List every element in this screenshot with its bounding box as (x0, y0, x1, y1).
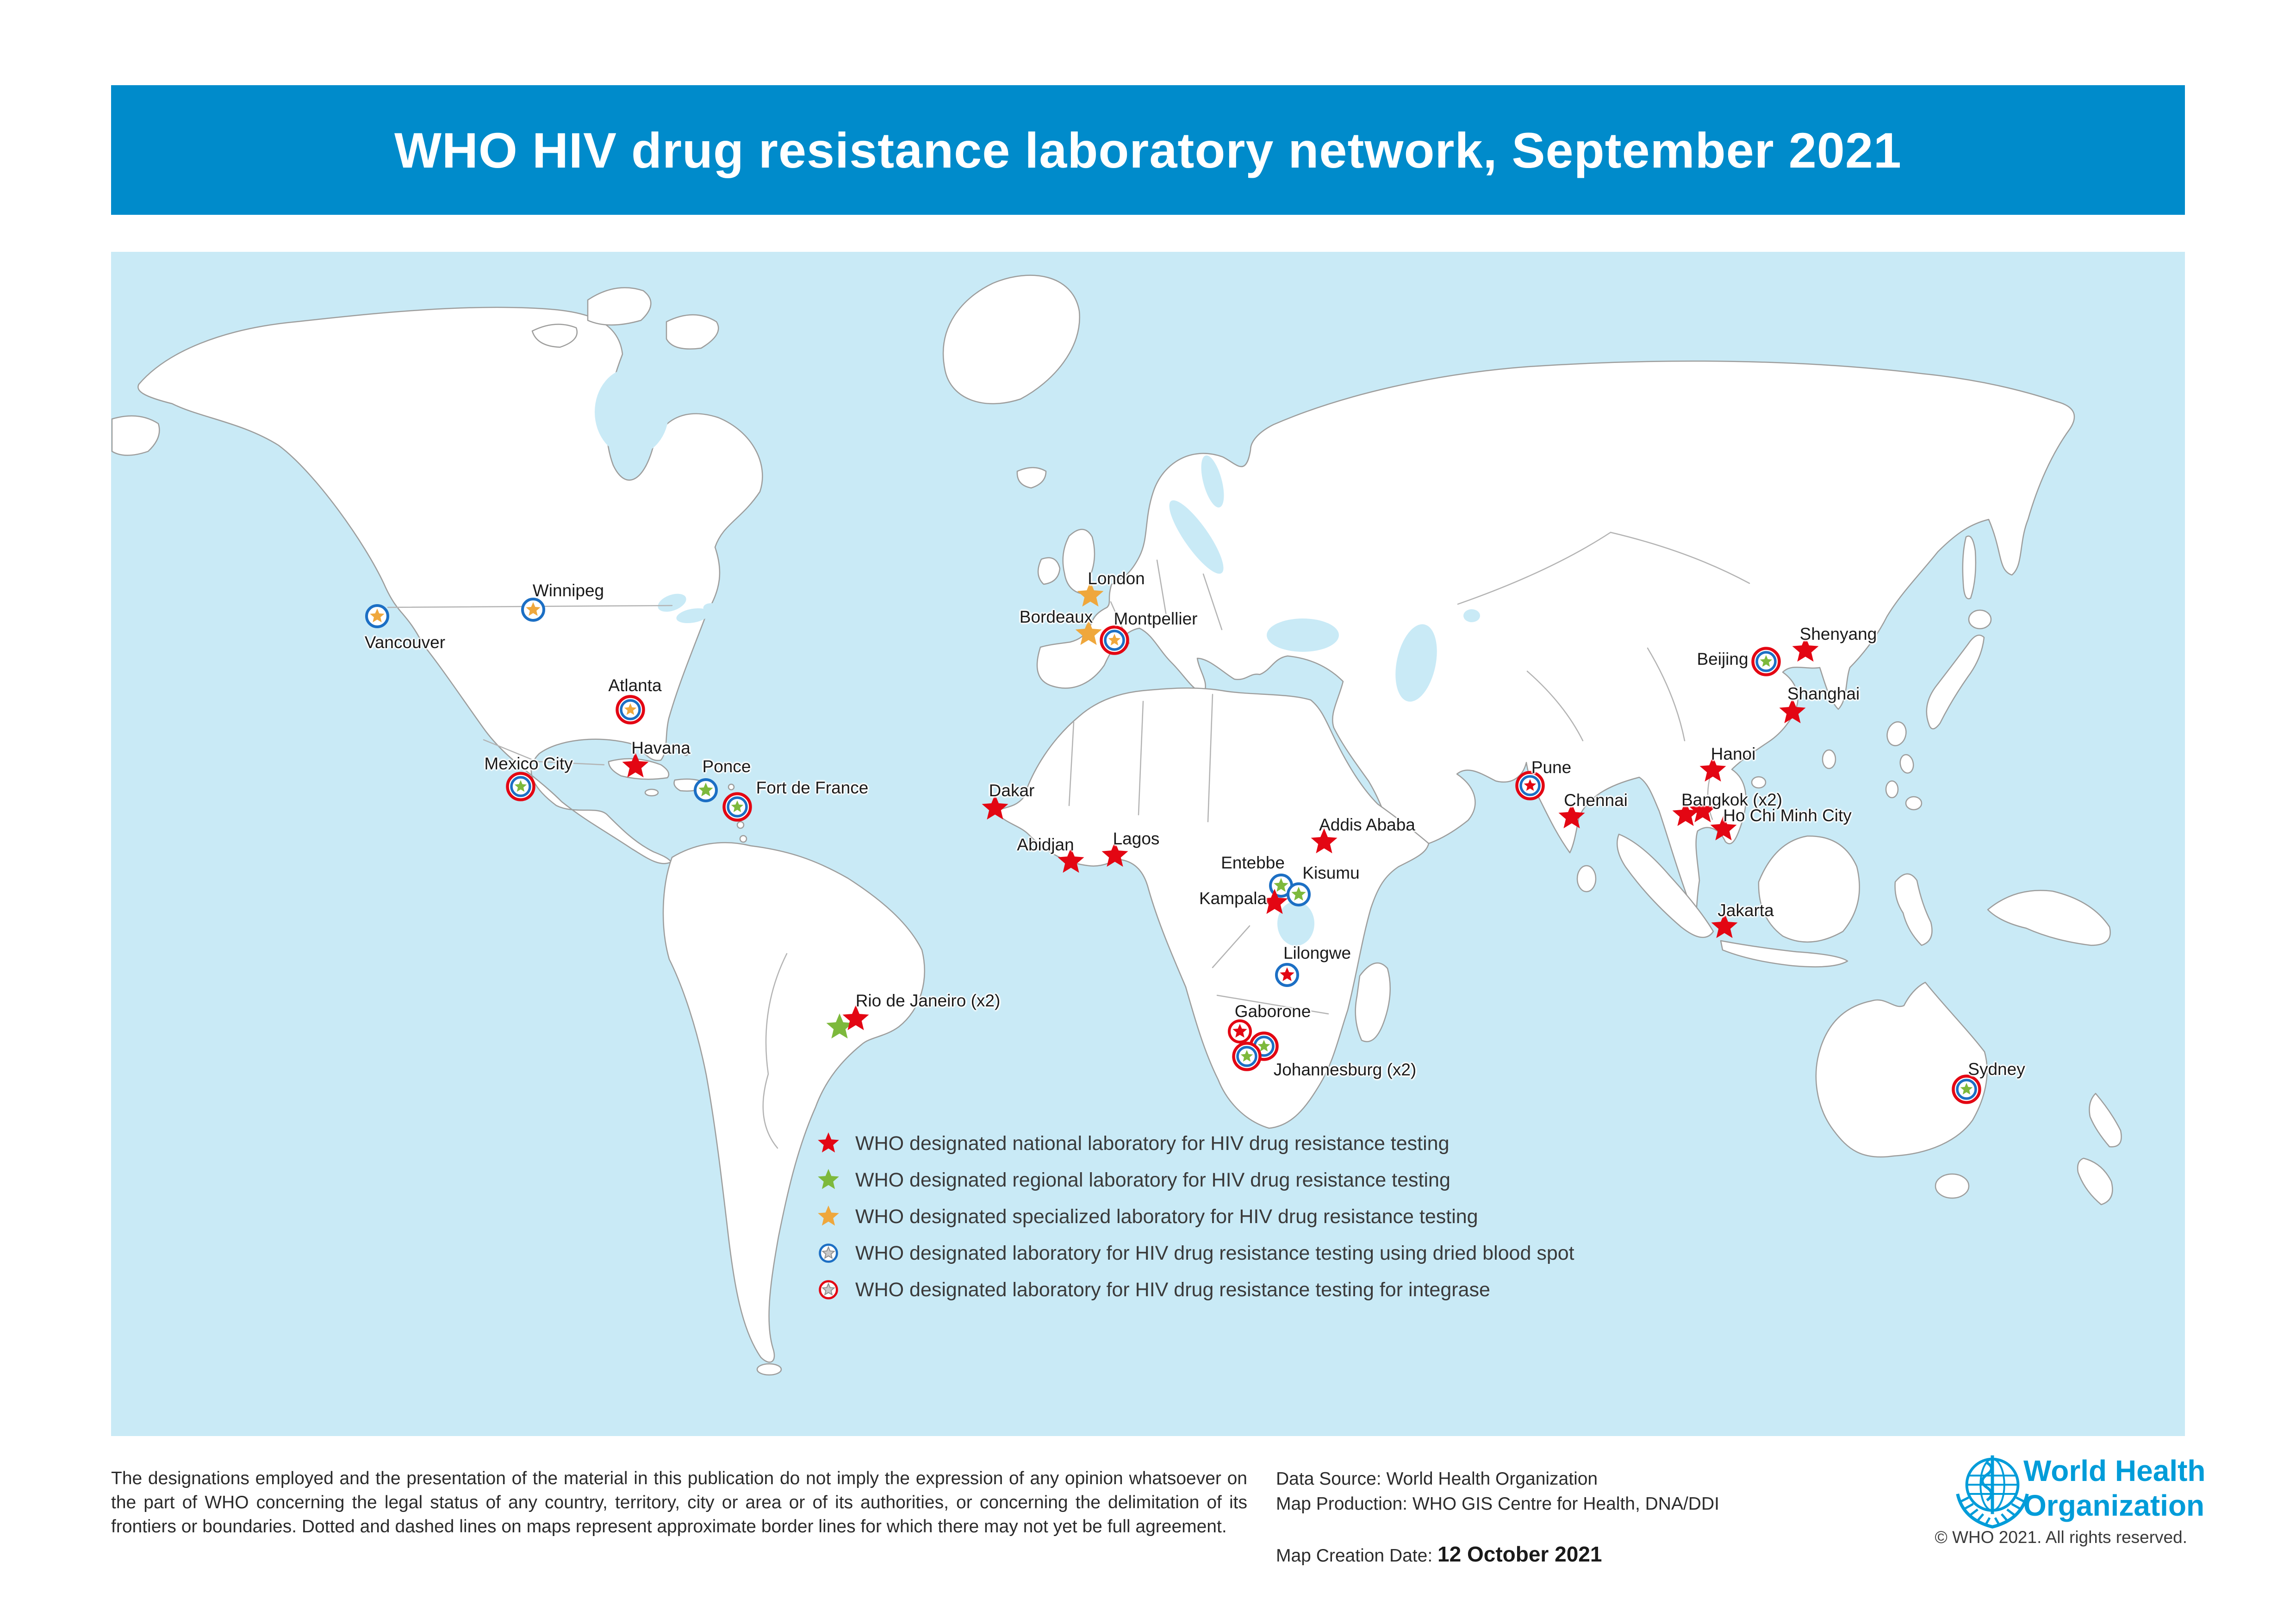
city-label: Ho Chi Minh City (1723, 806, 1852, 825)
city-marker (617, 748, 654, 785)
city-marker (1706, 908, 1743, 945)
city-marker (821, 1009, 858, 1046)
circle-blue-star-icon (814, 1238, 843, 1268)
city-label: Ponce (702, 757, 751, 776)
data-source-line: Data Source: World Health Organization (1276, 1469, 1598, 1489)
city-label: Kisumu (1302, 863, 1360, 882)
legend-item: WHO designated national laboratory for H… (814, 1128, 1450, 1159)
city-marker (1052, 843, 1089, 880)
city-label: Mexico City (484, 754, 573, 773)
city-label: Pune (1531, 758, 1572, 777)
city-marker (1748, 643, 1785, 680)
city-label: London (1088, 569, 1145, 588)
legend-item: WHO designated laboratory for HIV drug r… (814, 1274, 1490, 1305)
city-label: Atlanta (608, 676, 662, 695)
map-creation-line: Map Creation Date: 12 October 2021 (1276, 1542, 1602, 1566)
city-marker (977, 790, 1014, 827)
star-green-icon (814, 1165, 843, 1195)
city-label: Lagos (1113, 829, 1160, 848)
star-red-icon (814, 1129, 843, 1158)
city-label: Jakarta (1717, 901, 1774, 920)
city-label: Sydney (1968, 1060, 2025, 1079)
city-marker (1070, 615, 1107, 652)
city-label: Rio de Janeiro (x2) (855, 991, 1001, 1010)
city-label: Abidjan (1017, 835, 1074, 854)
city-label: Bangkok (x2) (1681, 790, 1782, 809)
city-marker (1774, 693, 1811, 731)
city-marker (612, 691, 649, 728)
city-label: Chennai (1564, 791, 1628, 810)
city-label: Fort de France (756, 778, 869, 797)
city-label: Johannesburg (x2) (1273, 1060, 1417, 1079)
legend-label: WHO designated national laboratory for H… (855, 1132, 1450, 1155)
city-label: Beijing (1697, 650, 1748, 668)
city-marker (515, 591, 552, 628)
legend-label: WHO designated laboratory for HIV drug r… (855, 1242, 1574, 1264)
city-label: Hanoi (1711, 744, 1756, 763)
map-production-line: Map Production: WHO GIS Centre for Healt… (1276, 1493, 1719, 1514)
city-label: Entebbe (1221, 853, 1285, 872)
star-orange-icon (814, 1202, 843, 1231)
city-label: Lilongwe (1283, 943, 1351, 962)
city-marker (359, 598, 396, 635)
page-title: WHO HIV drug resistance laboratory netwo… (394, 122, 1902, 178)
legend-label: WHO designated specialized laboratory fo… (855, 1205, 1478, 1228)
city-marker (1512, 767, 1549, 804)
disclaimer-text: The designations employed and the presen… (111, 1468, 1247, 1537)
world-map-graphic (111, 275, 2122, 1376)
city-label: Shanghai (1787, 684, 1860, 703)
who-logo-text: World Health Organization (2023, 1454, 2206, 1522)
city-marker (1072, 577, 1109, 614)
city-label: Winnipeg (532, 581, 604, 600)
city-label: Shenyang (1799, 625, 1877, 643)
city-marker (1306, 824, 1343, 861)
city-marker (1787, 632, 1824, 669)
city-label: Dakar (989, 781, 1035, 800)
city-marker (1269, 956, 1306, 993)
city-marker (1948, 1071, 1985, 1108)
city-marker (1228, 1038, 1265, 1075)
city-marker (1096, 622, 1133, 659)
legend-label: WHO designated laboratory for HIV drug r… (855, 1278, 1490, 1301)
city-label: Montpellier (1114, 609, 1198, 628)
legend-label: WHO designated regional laboratory for H… (855, 1168, 1450, 1191)
city-label: Addis Ababa (1319, 815, 1415, 834)
city-marker (719, 788, 756, 825)
city-marker (1694, 752, 1731, 789)
legend-item: WHO designated regional laboratory for H… (814, 1165, 1450, 1195)
city-label: Kampala (1199, 889, 1267, 908)
city-marker (1096, 837, 1133, 874)
copyright-text: © WHO 2021. All rights reserved. (1935, 1528, 2187, 1547)
legend-item: WHO designated laboratory for HIV drug r… (814, 1238, 1574, 1268)
city-marker (1256, 884, 1293, 921)
city-label: Gaborone (1234, 1002, 1311, 1021)
city-marker (687, 772, 724, 809)
title-banner: WHO HIV drug resistance laboratory netwo… (111, 85, 2185, 215)
who-logo-emblem-icon (1956, 1455, 2029, 1529)
city-marker (1684, 793, 1721, 830)
world-map: Vancouver Winnipeg Atlanta Mexico City Havan… (111, 252, 2185, 1436)
source-block: Data Source: World Health Organization M… (1276, 1467, 1719, 1569)
city-marker (1280, 876, 1317, 913)
creation-date: 12 October 2021 (1437, 1542, 1602, 1566)
city-marker (1553, 799, 1590, 836)
city-marker (1263, 867, 1300, 904)
city-marker (837, 1000, 874, 1037)
city-marker (1705, 811, 1742, 848)
city-label: Vancouver (364, 633, 446, 652)
city-marker (1221, 1013, 1258, 1050)
city-marker (1667, 796, 1704, 833)
city-marker (502, 768, 539, 805)
legend-item: WHO designated specialized laboratory fo… (814, 1201, 1478, 1232)
city-label: Havana (631, 738, 691, 757)
city-label: Bordeaux (1019, 607, 1093, 626)
circle-red-star-icon (814, 1275, 843, 1305)
